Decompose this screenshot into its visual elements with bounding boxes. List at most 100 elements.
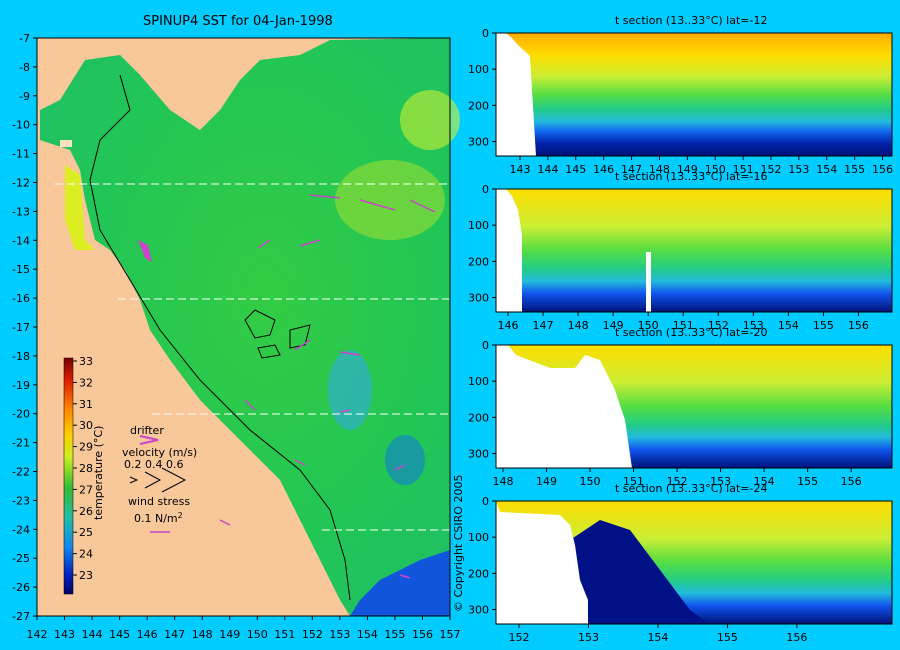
lat-tick-label: -26 (12, 581, 30, 594)
section-lon-tick-label: 149 (536, 475, 557, 488)
section-frame (495, 500, 893, 625)
colorbar-ticks: 33 32 31 30 29 28 27 26 25 24 23 (73, 355, 93, 582)
lon-tick-label: 154 (357, 628, 378, 641)
section-lon-tick-label: 155 (717, 631, 738, 644)
marker-box (60, 140, 72, 147)
depth-tick-label: 0 (482, 339, 489, 352)
depth-tick-label: 300 (468, 604, 489, 617)
map-title: SPINUP4 SST for 04-Jan-1998 (143, 14, 333, 29)
cool-eddy-2 (385, 435, 425, 485)
section-lon-tick-label: 150 (705, 163, 726, 176)
sections-chart: 0 100 200 300 143 144 145 146 147 148 149 150 151 152… (468, 27, 893, 644)
legend-velocity-label: velocity (m/s) (122, 446, 197, 459)
depth-tick-label: 200 (468, 411, 489, 424)
colorbar-tick-label: 33 (79, 355, 93, 368)
depth-tick-label: 300 (468, 292, 489, 305)
section-lon-tick-label: 152 (760, 163, 781, 176)
section-lon-tick-label: 147 (621, 163, 642, 176)
colorbar-tick-label: 24 (79, 548, 93, 561)
lat-tick-label: -7 (19, 32, 30, 45)
wind-arrow (309, 194, 341, 199)
section-lon-tick-label: 148 (493, 475, 514, 488)
lat-tick-label: -14 (12, 234, 30, 247)
section-lon-tick-label: 151 (733, 163, 754, 176)
cold-core (570, 520, 710, 624)
section-lon-tick-label: 155 (844, 163, 865, 176)
map-lat-axis: -7 -8 -9 -10 -11 -12 -13 -14 -15 -16 -17 -18 -19 -20 -… (12, 32, 37, 623)
section-field (496, 33, 892, 156)
section-lon-tick-label: 143 (510, 163, 531, 176)
depth-tick-label: 0 (482, 27, 489, 40)
lon-tick-label: 143 (54, 628, 75, 641)
lon-tick-label: 144 (82, 628, 103, 641)
section-lon-tick-label: 155 (813, 319, 834, 332)
depth-tick-label: 0 (482, 183, 489, 196)
lat-tick-label: -10 (12, 119, 30, 132)
section-lon-tick-label: 153 (743, 319, 764, 332)
section-lon-tick-label: 153 (788, 163, 809, 176)
depth-tick-label: 300 (468, 448, 489, 461)
seafloor-mask (496, 33, 536, 156)
depth-tick-label: 0 (482, 495, 489, 508)
section-title-lat-24: t section (13..33°C) lat=-24 (615, 482, 768, 495)
lat-tick-label: -18 (12, 350, 30, 363)
section-lon-tick-label: 150 (580, 475, 601, 488)
seafloor-mask (496, 501, 588, 624)
section-frame (495, 32, 893, 157)
section-title-lat-16: t section (13..33°C) lat=-16 (615, 170, 768, 183)
lon-tick-label: 153 (329, 628, 350, 641)
lon-tick-label: 150 (247, 628, 268, 641)
section-lon-tick-label: 151 (673, 319, 694, 332)
lat-tick-label: -13 (12, 205, 30, 218)
section-plot-lat-16 (496, 189, 892, 312)
section-plot-lat-12 (496, 33, 892, 156)
drifter-icon (139, 435, 159, 445)
lon-tick-label: 149 (219, 628, 240, 641)
wind-arrow (409, 199, 436, 213)
lat-tick-label: -25 (12, 552, 30, 565)
lat-tick-label: -15 (12, 263, 30, 276)
section-title-lat-20: t section (13..33°C) lat=-20 (615, 326, 768, 339)
section-frame (495, 344, 893, 469)
lon-tick-label: 147 (164, 628, 185, 641)
lon-tick-label: 157 (440, 628, 461, 641)
section-lon-tick-label: 147 (533, 319, 554, 332)
colorbar-tick-label: 27 (79, 483, 93, 496)
depth-tick-label: 200 (468, 567, 489, 580)
lat-tick-label: -8 (19, 61, 30, 74)
colorbar (63, 357, 74, 595)
wind-arrow (299, 239, 321, 247)
seafloor-mask (496, 345, 632, 468)
section-lon-tick-label: 152 (509, 631, 530, 644)
section-lon-tick-label: 150 (638, 319, 659, 332)
section-frame (495, 188, 893, 313)
lat-tick-label: -9 (19, 90, 30, 103)
lat-tick-label: -27 (12, 610, 30, 623)
wind-arrow (399, 574, 411, 579)
lat-tick-label: -17 (12, 321, 30, 334)
section-lon-tick-label: 156 (841, 475, 862, 488)
section-lon-tick-label: 156 (786, 631, 807, 644)
colorbar-tick-label: 32 (79, 376, 93, 389)
section-lon-tick-label: 155 (797, 475, 818, 488)
section-lon-tick-label: 152 (708, 319, 729, 332)
section-lon-tick-label: 154 (647, 631, 668, 644)
map-plot-area (37, 38, 460, 616)
lat-tick-label: -23 (12, 494, 30, 507)
section-lon-tick-label: 156 (848, 319, 869, 332)
legend-wind-label: wind stress (128, 495, 190, 508)
lat-tick-label: -12 (12, 177, 30, 190)
reef-contours (244, 309, 311, 359)
section-plot-lat-20 (496, 345, 892, 468)
map-lon-axis: 142 143 144 145 146 147 148 149 150 151 152 153 154 1… (27, 616, 461, 641)
wind-arrow (339, 409, 351, 413)
section-lines (55, 183, 450, 531)
section-lon-tick-label: 151 (623, 475, 644, 488)
depth-tick-label: 300 (468, 136, 489, 149)
legend-wind-value: 0.1 N/m2 (134, 511, 183, 525)
section-lon-tick-label: 154 (816, 163, 837, 176)
depth-tick-label: 100 (468, 63, 489, 76)
sst-map-chart: -7 -8 -9 -10 -11 -12 -13 -14 -15 -16 -17 -18 -19 -20 -… (12, 32, 461, 641)
section-lon-tick-label: 154 (778, 319, 799, 332)
section-axes: 0 100 200 300 143 144 145 146 147 148 149 150 151 152… (468, 27, 893, 644)
